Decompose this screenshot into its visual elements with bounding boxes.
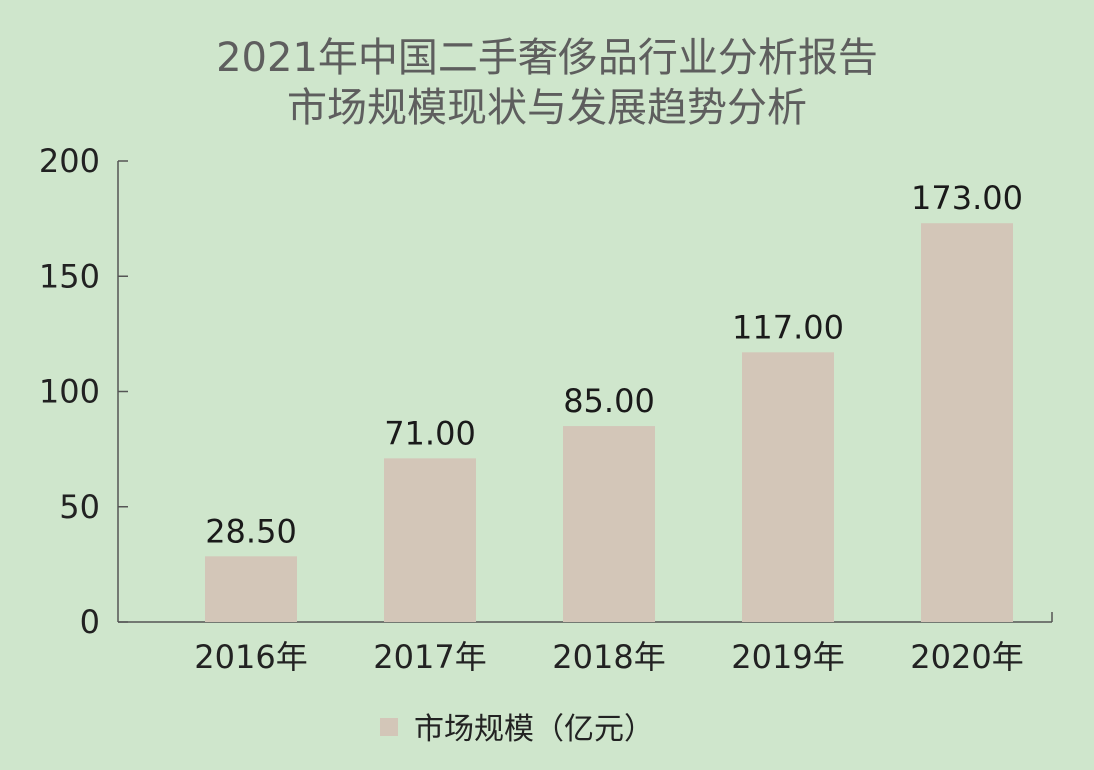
bar	[384, 458, 476, 622]
data-labels: 28.50 71.00 85.00 117.00 173.00	[205, 179, 1023, 550]
y-tick-label: 50	[59, 488, 100, 526]
y-tick-label: 150	[39, 257, 100, 295]
y-tick-label: 100	[39, 373, 100, 411]
y-tick-label: 200	[39, 142, 100, 180]
x-tick-label: 2018年	[552, 638, 665, 676]
chart-title: 2021年中国二手奢侈品行业分析报告	[216, 35, 878, 81]
legend: 市场规模（亿元）	[380, 712, 654, 747]
bar	[921, 223, 1013, 623]
x-tick-label: 2017年	[373, 638, 486, 676]
bar	[742, 352, 834, 622]
legend-label: 市场规模（亿元）	[414, 712, 654, 747]
data-label: 28.50	[205, 512, 297, 550]
legend-swatch	[380, 718, 398, 736]
bar	[205, 556, 297, 622]
chart-subtitle: 市场规模现状与发展趋势分析	[287, 85, 807, 131]
y-axis-ticks: 0 50 100 150 200	[39, 142, 128, 641]
bar	[563, 426, 655, 622]
data-label: 85.00	[563, 382, 655, 420]
data-label: 117.00	[732, 308, 844, 346]
bars	[205, 223, 1013, 623]
data-label: 71.00	[384, 414, 476, 452]
x-tick-label: 2016年	[194, 638, 307, 676]
y-tick-label: 0	[80, 603, 100, 641]
x-axis-labels: 2016年 2017年 2018年 2019年 2020年	[194, 638, 1023, 676]
x-tick-label: 2019年	[731, 638, 844, 676]
data-label: 173.00	[911, 179, 1023, 217]
x-tick-label: 2020年	[910, 638, 1023, 676]
